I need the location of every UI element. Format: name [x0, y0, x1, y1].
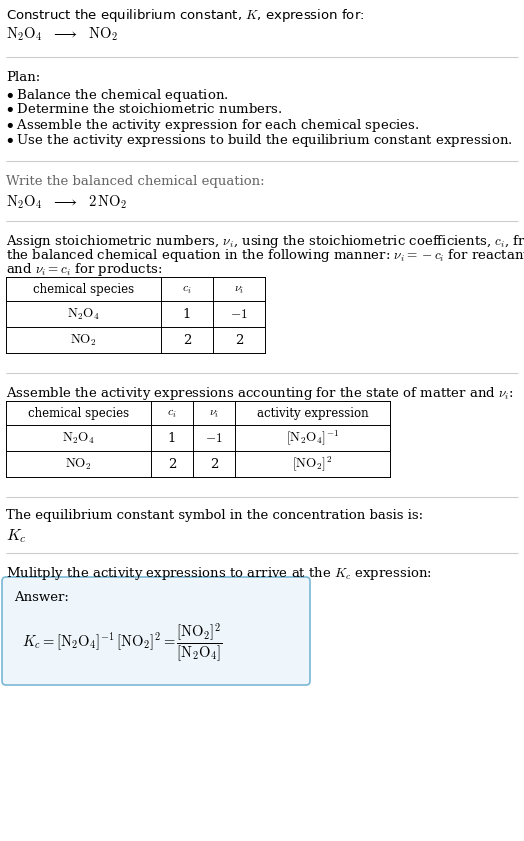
Text: $[\mathrm{NO_2}]^{2}$: $[\mathrm{NO_2}]^{2}$: [292, 454, 333, 473]
Text: Assign stoichiometric numbers, $\nu_i$, using the stoichiometric coefficients, $: Assign stoichiometric numbers, $\nu_i$, …: [6, 233, 524, 250]
Text: $\mathrm{N_2O_4}$  $\longrightarrow$  $\mathrm{NO_2}$: $\mathrm{N_2O_4}$ $\longrightarrow$ $\ma…: [6, 25, 118, 43]
Text: $-1$: $-1$: [205, 431, 223, 445]
Text: $\bullet$ Determine the stoichiometric numbers.: $\bullet$ Determine the stoichiometric n…: [6, 102, 282, 116]
Text: 2: 2: [235, 334, 243, 346]
Text: Write the balanced chemical equation:: Write the balanced chemical equation:: [6, 175, 265, 188]
Text: activity expression: activity expression: [257, 406, 368, 420]
Text: $\mathrm{N_2O_4}$: $\mathrm{N_2O_4}$: [67, 306, 100, 321]
Text: 2: 2: [168, 458, 176, 470]
Text: 2: 2: [183, 334, 191, 346]
Text: 1: 1: [168, 431, 176, 445]
Text: $K_c$: $K_c$: [6, 527, 26, 545]
Text: chemical species: chemical species: [33, 283, 134, 295]
Text: and $\nu_i = c_i$ for products:: and $\nu_i = c_i$ for products:: [6, 261, 162, 278]
Text: Construct the equilibrium constant, $K$, expression for:: Construct the equilibrium constant, $K$,…: [6, 7, 364, 24]
Text: $\nu_i$: $\nu_i$: [234, 283, 244, 295]
Text: $c_i$: $c_i$: [167, 406, 177, 420]
Text: $\mathrm{NO_2}$: $\mathrm{NO_2}$: [65, 457, 92, 472]
Text: Assemble the activity expressions accounting for the state of matter and $\nu_i$: Assemble the activity expressions accoun…: [6, 385, 514, 402]
Text: $[\mathrm{N_2O_4}]^{-1}$: $[\mathrm{N_2O_4}]^{-1}$: [286, 429, 339, 447]
Text: $K_c = [\mathrm{N_2O_4}]^{-1}\,[\mathrm{NO_2}]^{2} = \dfrac{[\mathrm{NO_2}]^{2}}: $K_c = [\mathrm{N_2O_4}]^{-1}\,[\mathrm{…: [22, 622, 223, 664]
Text: $\mathrm{N_2O_4}$  $\longrightarrow$  $\mathrm{2\,NO_2}$: $\mathrm{N_2O_4}$ $\longrightarrow$ $\ma…: [6, 193, 127, 210]
Text: $-1$: $-1$: [230, 308, 248, 320]
Text: $\mathrm{N_2O_4}$: $\mathrm{N_2O_4}$: [62, 431, 95, 446]
Text: $\mathrm{NO_2}$: $\mathrm{NO_2}$: [70, 332, 97, 347]
Text: Plan:: Plan:: [6, 71, 40, 84]
Text: Answer:: Answer:: [14, 591, 69, 604]
Text: $\bullet$ Balance the chemical equation.: $\bullet$ Balance the chemical equation.: [6, 87, 228, 104]
Text: Mulitply the activity expressions to arrive at the $K_c$ expression:: Mulitply the activity expressions to arr…: [6, 565, 432, 582]
Text: $\bullet$ Use the activity expressions to build the equilibrium constant express: $\bullet$ Use the activity expressions t…: [6, 132, 512, 149]
Text: 2: 2: [210, 458, 218, 470]
Text: 1: 1: [183, 308, 191, 320]
FancyBboxPatch shape: [2, 577, 310, 685]
Text: The equilibrium constant symbol in the concentration basis is:: The equilibrium constant symbol in the c…: [6, 509, 423, 522]
Text: $\bullet$ Assemble the activity expression for each chemical species.: $\bullet$ Assemble the activity expressi…: [6, 117, 419, 134]
Text: the balanced chemical equation in the following manner: $\nu_i = -c_i$ for react: the balanced chemical equation in the fo…: [6, 247, 524, 264]
Text: $\nu_i$: $\nu_i$: [209, 406, 219, 420]
Text: chemical species: chemical species: [28, 406, 129, 420]
Text: $c_i$: $c_i$: [182, 283, 192, 295]
